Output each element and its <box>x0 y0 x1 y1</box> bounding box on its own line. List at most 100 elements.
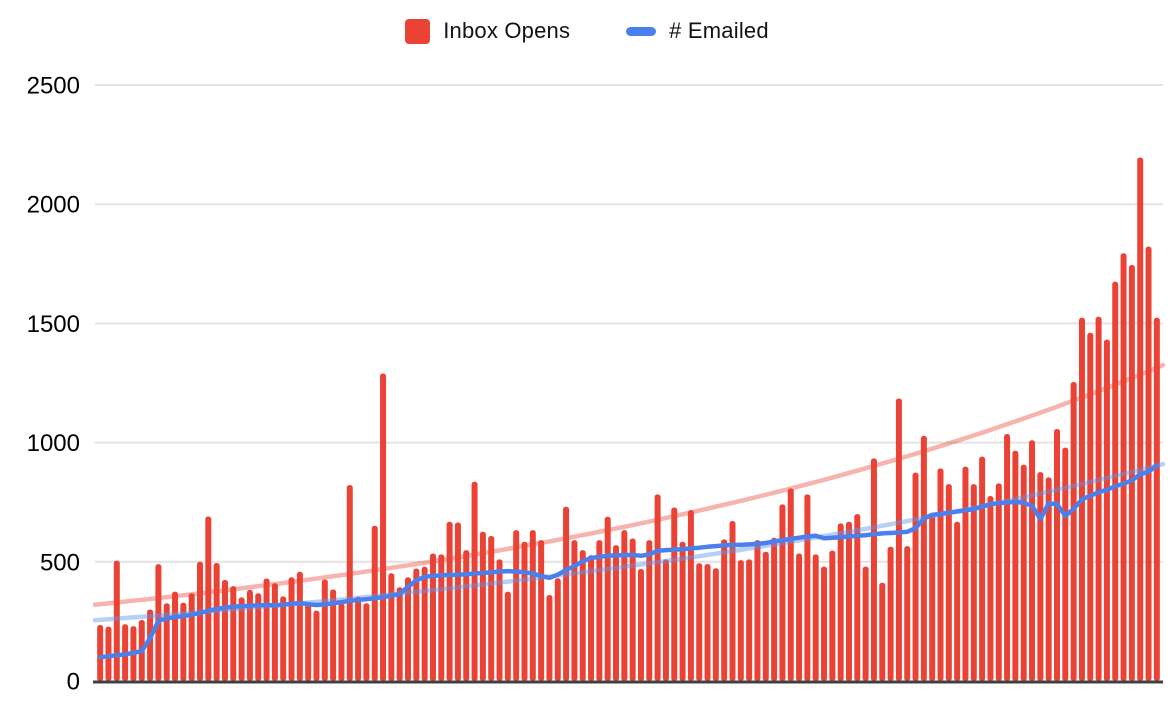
legend-item-emailed[interactable]: # Emailed <box>626 18 769 44</box>
bar-inbox-opens <box>288 577 295 681</box>
bar-inbox-opens <box>879 582 886 681</box>
bar-inbox-opens <box>588 555 595 681</box>
bar-inbox-opens <box>1145 246 1152 681</box>
bar-inbox-opens <box>321 579 328 681</box>
bar-inbox-opens <box>513 530 520 681</box>
bar-inbox-opens <box>762 551 769 681</box>
bar-inbox-opens <box>405 577 412 681</box>
bar-inbox-opens <box>1012 450 1019 681</box>
y-axis-label-2500: 2500 <box>27 73 80 100</box>
bar-inbox-opens <box>821 566 828 681</box>
bar-inbox-opens <box>147 609 154 681</box>
chart-legend: Inbox Opens # Emailed <box>0 18 1174 44</box>
bar-inbox-opens <box>355 596 362 681</box>
bar-inbox-opens <box>1020 464 1027 681</box>
bar-inbox-opens <box>771 537 778 681</box>
bar-inbox-opens <box>330 589 337 681</box>
bar-inbox-opens <box>796 553 803 681</box>
bar-inbox-opens <box>1128 264 1135 681</box>
bar-inbox-opens <box>1070 382 1077 681</box>
bar-inbox-opens <box>779 504 786 681</box>
bar-inbox-opens <box>546 594 553 681</box>
bar-inbox-opens <box>1103 339 1110 681</box>
bar-inbox-opens <box>854 514 861 681</box>
bar-inbox-opens <box>230 586 237 681</box>
bar-inbox-opens <box>205 516 212 681</box>
bar-inbox-opens <box>837 523 844 681</box>
bar-inbox-opens <box>529 530 536 681</box>
bar-inbox-opens <box>471 481 478 681</box>
bar-inbox-opens <box>596 540 603 681</box>
bar-inbox-opens <box>704 563 711 681</box>
bar-inbox-opens <box>388 573 395 681</box>
legend-item-inbox-opens[interactable]: Inbox Opens <box>405 18 570 44</box>
bar-inbox-opens <box>687 510 694 681</box>
bar-inbox-opens <box>172 591 179 681</box>
bar-inbox-opens <box>862 566 869 681</box>
bar-inbox-opens <box>654 494 661 681</box>
bar-inbox-opens <box>945 484 952 681</box>
bar-inbox-opens <box>454 522 461 681</box>
bar-inbox-opens <box>812 554 819 681</box>
bar-inbox-opens <box>920 435 927 681</box>
bar-inbox-opens <box>637 568 644 681</box>
bar-inbox-opens <box>246 589 253 681</box>
bar-inbox-opens <box>995 483 1002 681</box>
bar-inbox-opens <box>521 541 528 681</box>
bar-inbox-opens <box>804 494 811 681</box>
bar-inbox-opens <box>712 568 719 681</box>
y-axis-label-500: 500 <box>40 549 80 576</box>
bar-inbox-opens <box>1087 332 1094 681</box>
bar-inbox-opens <box>621 530 628 681</box>
bar-inbox-opens <box>962 466 969 681</box>
bar-inbox-opens <box>729 521 736 681</box>
bar-inbox-opens <box>1029 440 1036 681</box>
bar-inbox-opens <box>845 521 852 681</box>
inbox-opens-swatch-icon <box>405 18 431 44</box>
bar-inbox-opens <box>105 626 112 681</box>
emailed-swatch-icon <box>626 26 657 36</box>
bar-inbox-opens <box>188 593 195 681</box>
bar-inbox-opens <box>787 488 794 681</box>
bar-inbox-opens <box>213 562 220 681</box>
bar-inbox-opens <box>479 531 486 681</box>
legend-label-inbox-opens: Inbox Opens <box>443 18 571 43</box>
bar-inbox-opens <box>446 521 453 681</box>
legend-label-emailed: # Emailed <box>669 18 769 43</box>
bar-inbox-opens <box>421 566 428 681</box>
bar-inbox-opens <box>1120 253 1127 681</box>
bar-inbox-opens <box>255 593 262 681</box>
bar-inbox-opens <box>463 550 470 681</box>
bar-inbox-opens <box>1054 429 1060 681</box>
bar-inbox-opens <box>496 559 503 681</box>
bar-inbox-opens <box>671 507 678 681</box>
bar-inbox-opens <box>413 568 420 681</box>
trendline-emailed <box>92 461 1166 623</box>
bar-inbox-opens <box>180 602 187 681</box>
bar-inbox-opens <box>1045 477 1052 681</box>
bar-inbox-opens <box>97 624 104 681</box>
bar-inbox-opens <box>221 579 228 681</box>
bar-inbox-opens <box>613 545 620 681</box>
bar-inbox-opens <box>504 591 511 681</box>
bar-inbox-opens <box>1137 157 1144 682</box>
bar-inbox-opens <box>646 540 653 681</box>
bar-inbox-opens <box>271 583 278 681</box>
bar-inbox-opens <box>313 610 320 681</box>
trendline-inbox-opens <box>92 362 1166 607</box>
bar-inbox-opens <box>113 560 120 681</box>
bar-inbox-opens <box>363 603 370 681</box>
bar-inbox-opens <box>1062 447 1069 681</box>
bar-inbox-opens <box>338 603 345 681</box>
bar-inbox-opens <box>604 516 611 681</box>
bar-inbox-opens <box>305 603 312 681</box>
y-axis-label-1500: 1500 <box>27 311 80 338</box>
bar-inbox-opens <box>371 525 378 681</box>
bar-inbox-opens <box>870 458 877 681</box>
bar-inbox-opens <box>1112 281 1119 681</box>
bar-inbox-opens <box>737 560 744 681</box>
bar-inbox-opens <box>163 603 170 681</box>
bar-inbox-opens <box>696 563 703 681</box>
